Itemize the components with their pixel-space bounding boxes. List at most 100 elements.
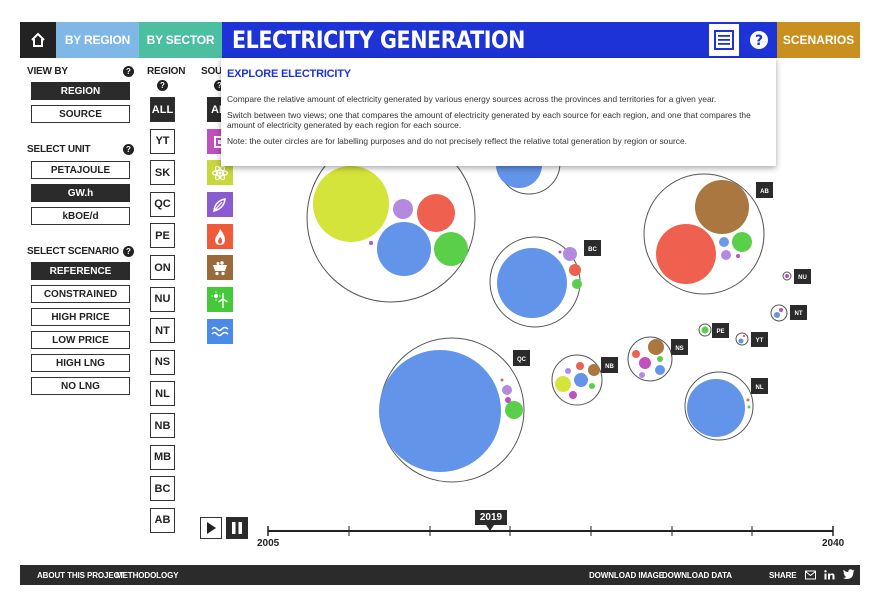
home-icon (31, 32, 45, 47)
atom-icon (211, 165, 229, 180)
unit-gwh-button[interactable]: GW.h (31, 184, 130, 202)
bubble-label-qc: QC (517, 357, 527, 363)
region-button-on[interactable]: ON (150, 255, 175, 280)
region-button-ab[interactable]: AB (150, 507, 175, 533)
bubble-label-box (513, 350, 530, 366)
scenario-help-icon[interactable]: ? (123, 246, 134, 257)
page-title: ELECTRICITY GENERATION (232, 26, 525, 54)
bubble-nl[interactable]: NL (684, 371, 768, 441)
view-by-source-button[interactable]: SOURCE (31, 105, 130, 123)
top-nav: BY REGION BY SECTOR ELECTRICITY GENERATI… (20, 22, 860, 58)
current-year-badge[interactable]: 2019 (475, 510, 507, 525)
scenario-low-price-button[interactable]: LOW PRICE (31, 331, 130, 349)
download-image-link[interactable]: DOWNLOAD IMAGE (589, 571, 665, 580)
view-by-region-button[interactable]: REGION (31, 82, 130, 100)
bubble-label-box (756, 182, 773, 198)
bubble-label-box (712, 323, 729, 338)
bubble-label-box (751, 332, 768, 347)
scenario-high-lng-button[interactable]: HIGH LNG (31, 354, 130, 372)
bubble-label-box (794, 269, 811, 284)
source-gas-button[interactable] (207, 224, 233, 249)
title-bar: ELECTRICITY GENERATION (222, 22, 707, 58)
select-scenario-label: SELECT SCENARIO (27, 246, 120, 257)
timeline-marker[interactable] (486, 525, 494, 531)
question-icon: ? (750, 31, 768, 49)
select-unit-label: SELECT UNIT (27, 144, 91, 155)
help-button[interactable]: ? (741, 22, 777, 58)
source-biomass-button[interactable] (207, 192, 233, 217)
region-button-all[interactable]: ALL (150, 97, 175, 122)
tab-by-sector[interactable]: BY SECTOR (139, 22, 222, 58)
bubble-nb[interactable]: NB (551, 354, 618, 406)
region-button-bc[interactable]: BC (150, 476, 175, 502)
scenario-constrained-button[interactable]: CONSTRAINED (31, 285, 130, 303)
region-button-yt[interactable]: YT (150, 128, 175, 154)
email-icon[interactable] (805, 570, 816, 580)
popup-paragraph-2: Switch between two views; one that compa… (227, 110, 751, 130)
source-help-icon[interactable]: ? (214, 80, 225, 91)
unit-kboed-button[interactable]: kBOE/d (31, 207, 130, 225)
unit-petajoule-button[interactable]: PETAJOULE (31, 161, 130, 179)
bubble-ns[interactable]: NS (627, 336, 688, 382)
svg-text:?: ? (755, 33, 763, 49)
scenario-reference-button[interactable]: REFERENCE (31, 262, 130, 280)
bubble-label-box (671, 339, 688, 355)
play-button[interactable] (200, 517, 222, 539)
bubble-yt[interactable]: YT (735, 332, 768, 347)
timeline-axis[interactable] (267, 525, 834, 536)
region-button-pe[interactable]: PE (150, 223, 175, 249)
view-by-help-icon[interactable]: ? (123, 66, 134, 77)
bubble-bc[interactable]: BC (489, 236, 601, 328)
region-button-nb[interactable]: NB (150, 413, 175, 438)
bubble-label-nu: NU (798, 275, 807, 281)
list-icon (714, 30, 734, 50)
source-column-label: SOUR (201, 66, 230, 77)
view-by-label: VIEW BY (27, 66, 68, 77)
home-button[interactable] (20, 22, 56, 58)
download-data-link[interactable]: DOWNLOAD DATA (662, 571, 732, 580)
popup-paragraph-3: Note: the outer circles are for labellin… (227, 136, 687, 146)
twitter-icon[interactable] (843, 569, 855, 580)
scenarios-button[interactable]: SCENARIOS (777, 22, 860, 58)
unit-help-icon[interactable]: ? (123, 144, 134, 155)
bubble-label-box (601, 357, 618, 373)
pause-button[interactable] (226, 517, 248, 539)
bubble-ab[interactable]: AB (643, 173, 773, 295)
bubble-qc[interactable]: QC (379, 337, 530, 483)
region-help-icon[interactable]: ? (157, 80, 168, 91)
source-nuclear-button[interactable] (207, 160, 233, 185)
region-button-sk[interactable]: SK (150, 160, 175, 186)
pause-icon (232, 522, 242, 534)
bubble-label-box (584, 240, 601, 256)
region-button-ns[interactable]: NS (150, 349, 175, 375)
water-wave-icon (211, 326, 229, 336)
popup-paragraph-1: Compare the relative amount of electrici… (227, 94, 717, 104)
bubble-label-ns: NS (675, 346, 683, 352)
region-button-mb[interactable]: MB (150, 444, 175, 470)
menu-button[interactable] (707, 22, 741, 58)
region-button-nt[interactable]: NT (150, 318, 175, 344)
region-button-nl[interactable]: NL (150, 381, 175, 407)
bubble-label-ab: AB (760, 189, 769, 195)
bubble-nu[interactable]: NU (782, 269, 811, 284)
source-renewables-button[interactable] (207, 287, 233, 312)
bubble-label-pe: PE (716, 329, 724, 335)
wind-solar-icon (211, 291, 228, 308)
region-button-nu[interactable]: NU (150, 286, 175, 312)
linkedin-icon[interactable] (824, 570, 835, 580)
popup-title: EXPLORE ELECTRICITY (227, 68, 351, 80)
scenario-no-lng-button[interactable]: NO LNG (31, 377, 130, 395)
region-button-qc[interactable]: QC (150, 191, 175, 217)
scenario-high-price-button[interactable]: HIGH PRICE (31, 308, 130, 326)
bubble-nt[interactable]: NT (770, 304, 807, 322)
bubble-label-nt: NT (795, 311, 803, 317)
tab-by-region[interactable]: BY REGION (56, 22, 139, 58)
methodology-link[interactable]: METHODOLOGY (116, 571, 179, 580)
source-oil-button[interactable] (207, 255, 233, 280)
bubble-pe[interactable]: PE (698, 323, 729, 338)
source-hydro-button[interactable] (207, 319, 233, 344)
mine-cart-icon (213, 260, 227, 275)
about-link[interactable]: ABOUT THIS PROJECT (37, 571, 125, 580)
bubble-label-box (751, 378, 768, 394)
